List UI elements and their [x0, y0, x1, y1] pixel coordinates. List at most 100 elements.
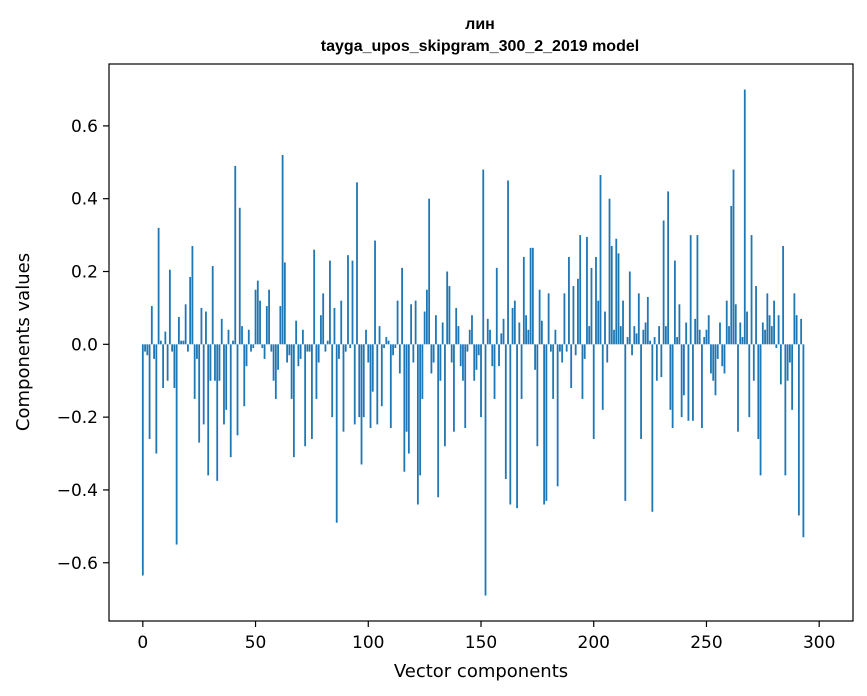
- bar: [324, 344, 327, 352]
- bar: [272, 344, 275, 381]
- bar: [635, 333, 638, 345]
- bar: [511, 307, 514, 345]
- bar: [412, 344, 415, 363]
- bar: [306, 344, 309, 352]
- bar: [710, 344, 712, 374]
- bar: [687, 344, 690, 421]
- bar: [768, 315, 771, 345]
- bar: [766, 293, 769, 345]
- bar: [243, 344, 246, 407]
- bar: [342, 344, 345, 432]
- bar: [583, 344, 586, 359]
- bar: [577, 278, 579, 345]
- bar: [247, 329, 250, 345]
- bar: [660, 344, 663, 378]
- bar: [746, 311, 748, 345]
- bar: [504, 344, 507, 480]
- bar: [252, 344, 255, 348]
- bar: [619, 326, 622, 345]
- bar: [441, 322, 444, 345]
- bar: [387, 340, 390, 345]
- bar: [495, 267, 498, 345]
- bar: [622, 300, 624, 345]
- x-axis-ticks: 0 50 100 150 200 250 300: [137, 621, 835, 653]
- bar: [613, 329, 615, 345]
- bar: [579, 235, 582, 345]
- bar: [649, 340, 651, 345]
- bar: [340, 300, 343, 345]
- bar: [301, 329, 304, 345]
- bar: [245, 344, 248, 367]
- bar: [225, 344, 228, 410]
- bar: [259, 300, 261, 345]
- bar: [536, 344, 539, 447]
- bar: [540, 320, 543, 345]
- bar: [777, 315, 780, 345]
- bar: [430, 344, 433, 374]
- bar: [628, 271, 631, 345]
- x-tick-label: 250: [690, 633, 722, 653]
- bar: [477, 344, 480, 356]
- bar: [421, 344, 424, 399]
- bar: [723, 344, 726, 374]
- bar: [568, 256, 570, 345]
- bar: [601, 344, 604, 410]
- bar: [484, 344, 487, 596]
- bar: [200, 307, 203, 345]
- bar: [459, 344, 462, 367]
- bar: [525, 315, 527, 345]
- y-tick-label: −0.4: [57, 481, 98, 501]
- bar: [728, 326, 730, 345]
- bar: [696, 235, 699, 345]
- bar: [173, 344, 176, 389]
- bar: [795, 315, 798, 345]
- bar: [527, 329, 530, 345]
- bar: [498, 344, 500, 367]
- bar: [534, 344, 537, 370]
- bar: [680, 344, 683, 418]
- bar: [150, 306, 153, 345]
- bar: [180, 340, 183, 345]
- bar: [189, 276, 192, 345]
- bar: [311, 344, 313, 439]
- bar: [407, 344, 410, 454]
- bar: [453, 344, 455, 432]
- bar: [712, 344, 715, 381]
- bar: [590, 267, 593, 345]
- bar: [457, 326, 460, 345]
- bar: [297, 344, 300, 367]
- bar: [592, 344, 595, 439]
- x-tick-label: 150: [465, 633, 497, 653]
- bar: [543, 344, 546, 505]
- bar: [448, 286, 451, 345]
- bar: [658, 326, 661, 345]
- bar: [701, 344, 703, 429]
- bar: [234, 165, 237, 345]
- bar: [563, 293, 566, 345]
- bar: [432, 344, 435, 363]
- bar: [732, 169, 735, 345]
- bar: [344, 344, 347, 352]
- bar: [559, 344, 561, 352]
- bar: [574, 344, 577, 356]
- bar: [356, 182, 358, 345]
- bar: [655, 344, 658, 381]
- bar: [279, 306, 282, 345]
- bar: [193, 344, 196, 399]
- bar: [148, 344, 151, 439]
- bar: [698, 329, 701, 345]
- bar: [360, 344, 363, 465]
- bar: [468, 329, 471, 345]
- bar: [599, 175, 602, 345]
- y-tick-label: 0.4: [71, 190, 98, 210]
- bar: [146, 344, 149, 356]
- bar: [689, 235, 692, 345]
- bar: [486, 318, 489, 345]
- bar: [554, 329, 557, 345]
- bar: [779, 344, 782, 385]
- bar: [184, 304, 187, 345]
- y-tick-label: −0.2: [57, 408, 98, 428]
- bar: [797, 344, 800, 516]
- bar: [651, 344, 654, 512]
- bar: [394, 344, 397, 348]
